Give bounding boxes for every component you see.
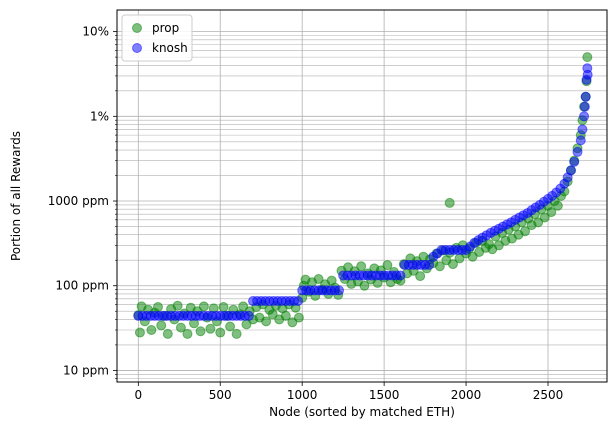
- prop-point: [280, 310, 291, 321]
- prop-point: [434, 261, 445, 272]
- prop-point: [552, 200, 563, 211]
- y-tick-label: 1%: [90, 109, 109, 123]
- x-tick-label: 500: [209, 388, 232, 402]
- prop-point: [447, 259, 458, 270]
- legend-label-prop: prop: [152, 21, 179, 35]
- knosh-point: [582, 69, 593, 80]
- knosh-point: [572, 146, 583, 157]
- prop-point: [205, 323, 216, 334]
- prop-point: [231, 328, 242, 339]
- y-tick-label: 10 ppm: [63, 363, 109, 377]
- x-tick-label: 0: [134, 388, 142, 402]
- x-axis-label: Node (sorted by matched ETH): [269, 405, 455, 419]
- prop-point: [582, 52, 593, 63]
- knosh-point: [334, 285, 345, 296]
- prop-point: [267, 309, 278, 320]
- prop-point: [533, 217, 544, 228]
- x-tick-label: 1500: [369, 388, 400, 402]
- y-axis-label: Portion of all Rewards: [9, 131, 23, 261]
- prop-point: [356, 261, 367, 272]
- knosh-point: [293, 296, 304, 307]
- y-tick-label: 1000 ppm: [48, 194, 109, 208]
- knosh-point: [565, 165, 576, 176]
- knosh-point: [575, 135, 586, 146]
- knosh-point: [579, 111, 590, 122]
- prop-point: [444, 197, 455, 208]
- prop-point: [539, 212, 550, 223]
- knosh-point: [395, 270, 406, 281]
- prop-point: [218, 302, 229, 313]
- x-axis: 0 500 1000 1500 2000 2500: [134, 382, 563, 402]
- prop-point: [415, 271, 426, 282]
- knosh-point: [580, 91, 591, 102]
- prop-point: [225, 321, 236, 332]
- prop-point: [546, 207, 557, 218]
- x-tick-label: 2000: [451, 388, 482, 402]
- prop-point: [261, 316, 272, 327]
- legend-marker-knosh: [132, 43, 142, 53]
- legend: prop knosh: [121, 14, 193, 62]
- knosh-point: [569, 156, 580, 167]
- x-tick-label: 1000: [287, 388, 318, 402]
- y-axis: 10 ppm 100 ppm 1000 ppm 1% 10%: [48, 25, 117, 379]
- prop-point: [238, 301, 249, 312]
- prop-point: [182, 328, 193, 339]
- legend-marker-prop: [132, 23, 142, 33]
- knosh-point: [243, 310, 254, 321]
- prop-point: [359, 280, 370, 291]
- y-tick-label: 100 ppm: [55, 279, 109, 293]
- legend-label-knosh: knosh: [152, 41, 188, 55]
- y-tick-label: 10%: [82, 25, 109, 39]
- prop-point: [382, 260, 393, 271]
- prop-point: [172, 300, 183, 311]
- data-points: [133, 52, 593, 339]
- knosh-point: [579, 101, 590, 112]
- prop-point: [293, 312, 304, 323]
- x-tick-label: 2500: [533, 388, 564, 402]
- knosh-point: [424, 259, 435, 270]
- prop-point: [162, 328, 173, 339]
- prop-point: [313, 274, 324, 285]
- plot-frame: [116, 9, 608, 383]
- prop-point: [152, 302, 163, 313]
- knosh-point: [577, 124, 588, 135]
- prop-point: [215, 327, 226, 338]
- prop-point: [198, 301, 209, 312]
- prop-point: [520, 226, 531, 237]
- prop-point: [195, 326, 206, 337]
- prop-point: [146, 325, 157, 336]
- prop-point: [156, 320, 167, 331]
- prop-point: [175, 322, 186, 333]
- prop-point: [134, 327, 145, 338]
